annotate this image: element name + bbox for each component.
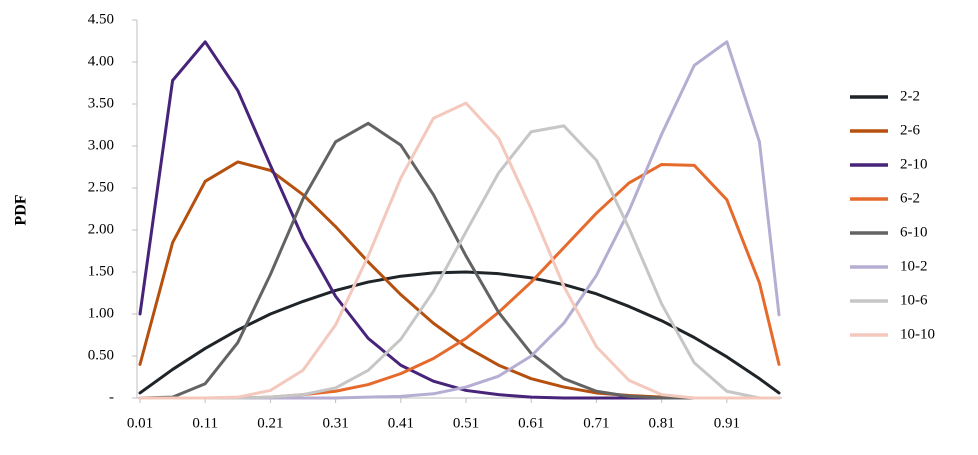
x-tick-label: 0.51 [453,415,479,431]
legend-label: 6-2 [900,190,920,206]
y-tick-label: 4.00 [88,53,114,69]
series-line [138,160,781,400]
y-tick-label: 0.50 [88,347,114,363]
y-tick-label: 2.00 [88,221,114,237]
x-tick-label: 0.01 [127,415,153,431]
series-line [138,101,781,400]
legend-label: 6-10 [900,224,928,240]
series-line [138,162,781,400]
y-tick-label: 1.50 [88,263,114,279]
x-tick-label: 0.81 [649,415,675,431]
y-tick-label: 3.50 [88,95,114,111]
legend-label: 2-10 [900,156,928,172]
y-tick-label: 4.50 [88,11,114,27]
legend-label: 10-6 [900,292,928,308]
y-tick-label: - [109,389,114,405]
x-tick-label: 0.71 [583,415,609,431]
legend-label: 10-10 [900,326,935,342]
x-tick-label: 0.31 [322,415,348,431]
x-tick-label: 0.91 [714,415,740,431]
y-tick-label: 3.00 [88,137,114,153]
x-tick-label: 0.11 [192,415,218,431]
x-tick-label: 0.61 [518,415,544,431]
series-line [138,270,781,395]
x-tick-label: 0.41 [388,415,414,431]
y-tick-label: 1.00 [88,305,114,321]
legend-label: 2-6 [900,122,920,138]
legend-label: 10-2 [900,258,928,274]
legend-label: 2-2 [900,88,920,104]
y-tick-label: 2.50 [88,179,114,195]
series-line [138,124,781,400]
y-axis-label: PDF [13,194,30,225]
x-tick-label: 0.21 [257,415,283,431]
